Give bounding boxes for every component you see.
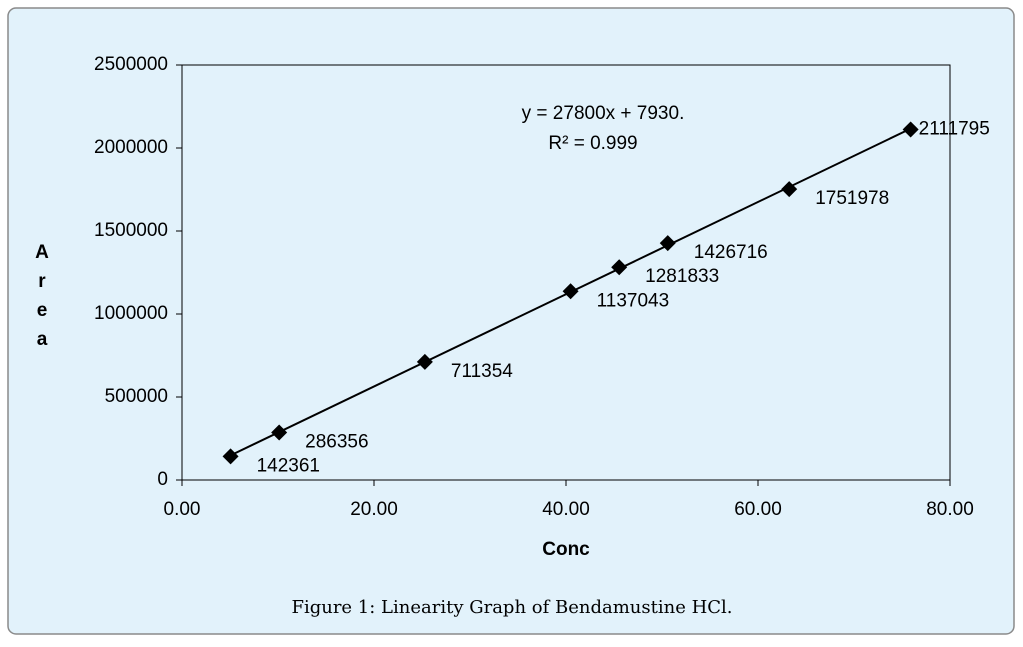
data-point	[611, 259, 628, 276]
data-label: 1281833	[645, 266, 719, 287]
data-point	[416, 353, 433, 370]
data-label: 2111795	[919, 118, 990, 139]
data-label: 1751978	[815, 188, 889, 209]
data-label: 142361	[257, 455, 320, 476]
data-point	[902, 121, 919, 138]
y-tick-label: 0	[157, 469, 168, 490]
y-tick-label: 1500000	[94, 220, 168, 241]
y-tick-label: 1000000	[94, 303, 168, 324]
x-axis-label: Conc	[542, 539, 590, 560]
x-tick-label: 40.00	[542, 499, 590, 520]
x-tick-label: 20.00	[350, 499, 398, 520]
x-tick-label: 80.00	[926, 499, 974, 520]
equation: y = 27800x + 7930.	[522, 103, 685, 124]
data-label: 1426716	[694, 242, 768, 263]
data-label: 1137043	[597, 290, 670, 311]
x-tick-label: 60.00	[734, 499, 782, 520]
y-tick-label: 500000	[105, 386, 168, 407]
y-tick-label: 2500000	[94, 54, 168, 75]
data-point	[562, 283, 579, 300]
x-tick-label: 0.00	[164, 499, 201, 520]
data-point	[222, 448, 239, 465]
y-axis-label: Area	[32, 242, 53, 358]
data-point	[659, 235, 676, 252]
data-label: 711354	[451, 361, 513, 382]
data-point	[271, 424, 288, 441]
y-tick-label: 2000000	[94, 137, 168, 158]
data-label: 286356	[305, 431, 368, 452]
data-point	[781, 181, 798, 198]
caption: Figure 1: Linearity Graph of Bendamustin…	[291, 597, 732, 618]
r-squared: R² = 0.999	[548, 133, 637, 154]
